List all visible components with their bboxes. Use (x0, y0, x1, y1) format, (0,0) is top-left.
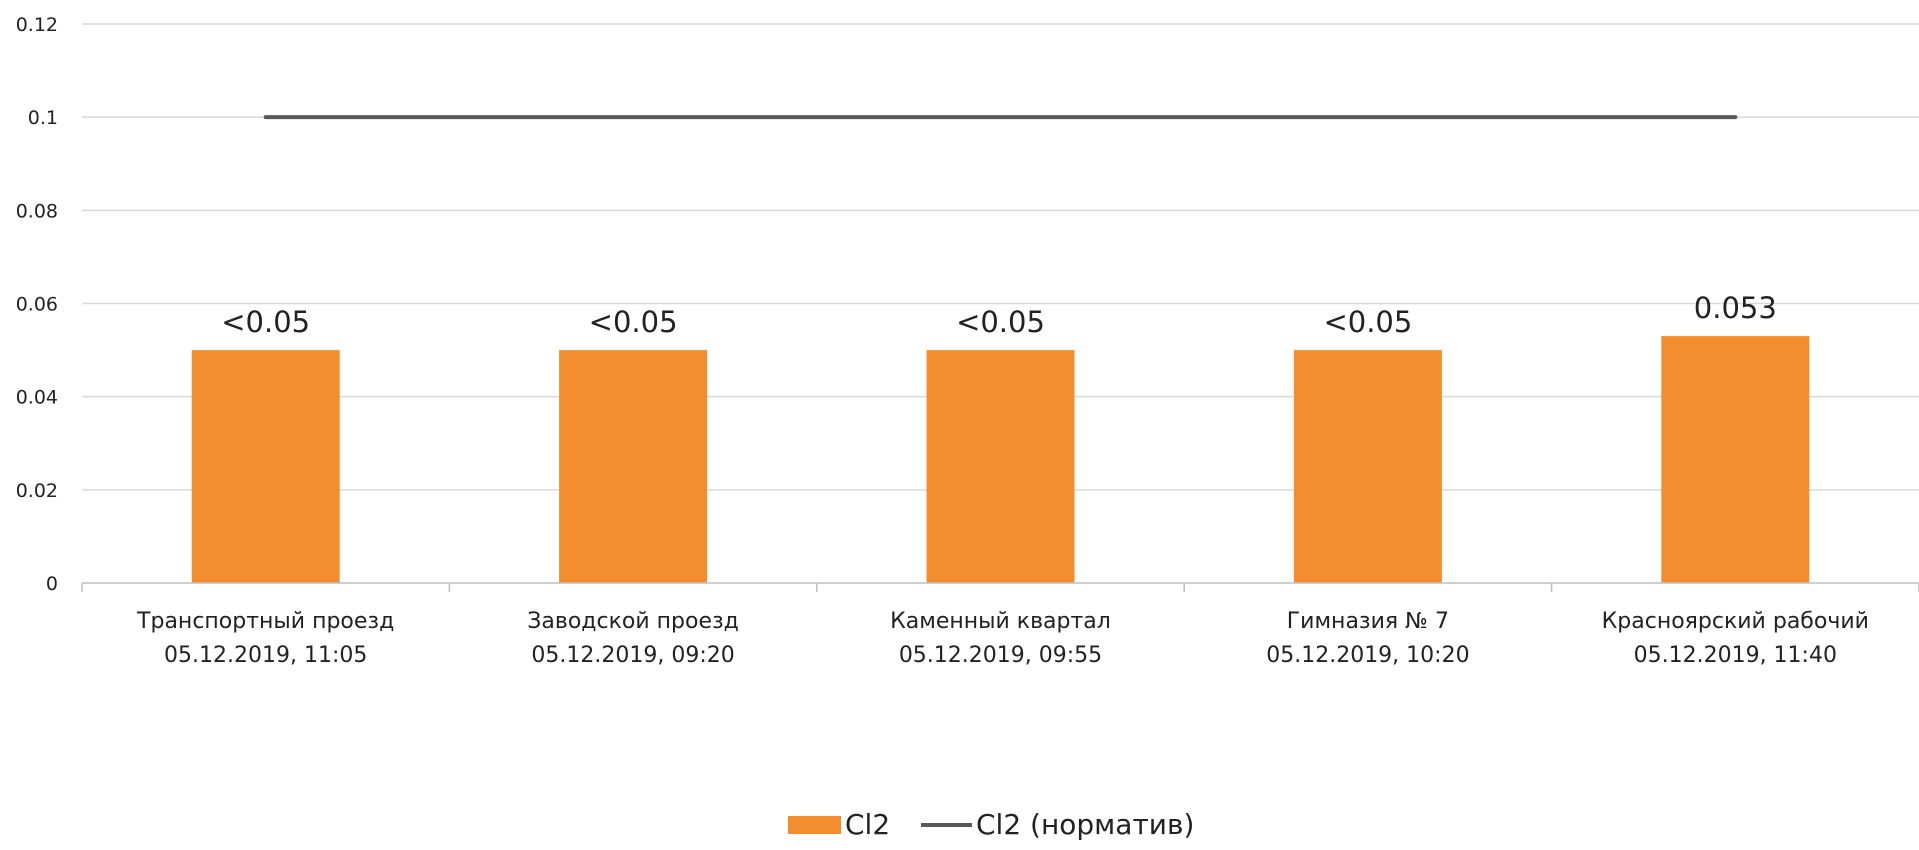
bar (191, 350, 340, 583)
y-axis-ticks: 0 0.02 0.04 0.06 0.08 0.1 0.12 (16, 14, 58, 595)
data-label: <0.05 (589, 305, 678, 339)
bar (1661, 336, 1810, 583)
y-tick-label: 0.02 (16, 480, 58, 502)
x-category-label: Красноярский рабочий 05.12.2019, 11:40 (1602, 609, 1869, 668)
y-tick-label: 0.08 (16, 200, 58, 222)
y-tick-label: 0.04 (16, 387, 58, 409)
data-label: <0.05 (221, 305, 310, 339)
legend: Cl2 Cl2 (норматив) (788, 808, 1194, 841)
legend-swatch-bar (788, 816, 841, 834)
x-axis: Транспортный проезд 05.12.2019, 11:05 Заво… (81, 582, 1919, 668)
x-category-label: Заводской проезд 05.12.2019, 09:20 (527, 609, 739, 668)
data-label: 0.053 (1694, 291, 1777, 325)
bar (926, 350, 1075, 583)
y-tick-label: 0.1 (28, 107, 58, 129)
bar (559, 350, 708, 583)
x-category-label: Транспортный проезд 05.12.2019, 11:05 (136, 609, 394, 668)
x-category-label: Каменный квартал 05.12.2019, 09:55 (890, 609, 1111, 668)
data-label: <0.05 (956, 305, 1045, 339)
data-labels: <0.05 <0.05 <0.05 <0.05 0.053 (221, 291, 1777, 339)
bar-series (191, 336, 1810, 583)
y-tick-label: 0.12 (16, 14, 58, 36)
y-tick-label: 0 (46, 573, 58, 595)
bar (1293, 350, 1442, 583)
y-tick-label: 0.06 (16, 294, 58, 316)
data-label: <0.05 (1323, 305, 1412, 339)
legend-label: Cl2 (845, 808, 890, 841)
legend-label: Cl2 (норматив) (976, 808, 1194, 841)
x-category-label: Гимназия № 7 05.12.2019, 10:20 (1266, 609, 1469, 668)
